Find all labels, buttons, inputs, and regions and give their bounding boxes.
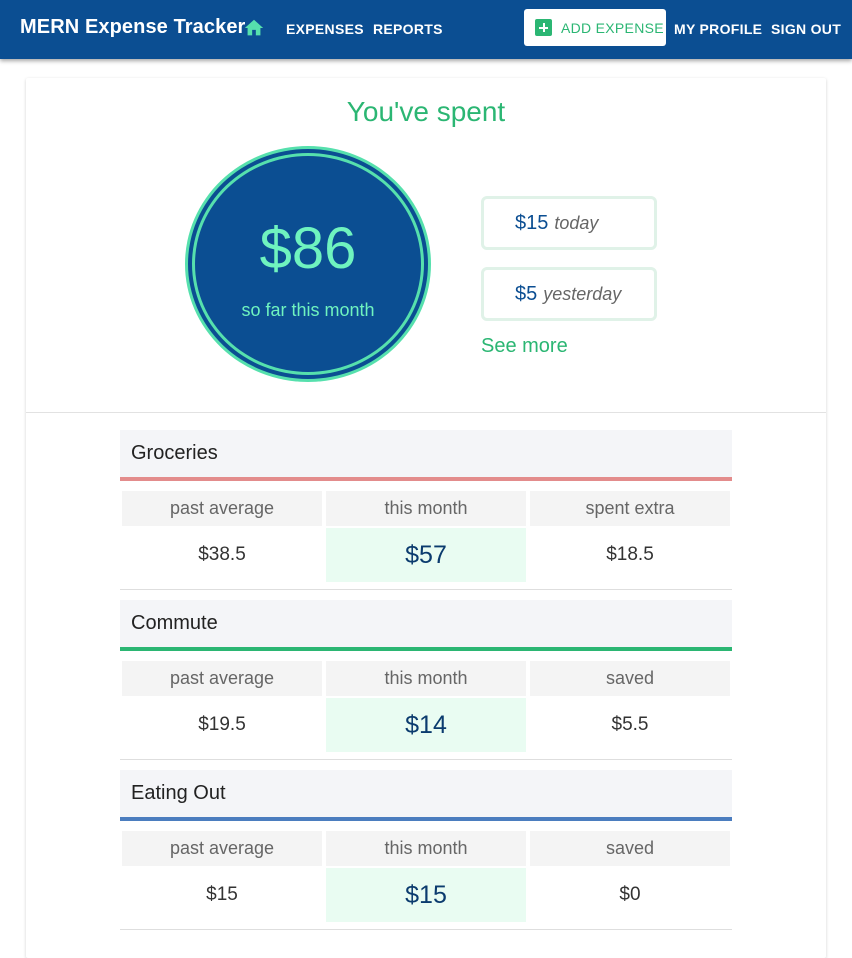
yesterday-amount: $5 xyxy=(515,282,538,305)
see-more-link[interactable]: See more xyxy=(481,335,568,357)
col-past-average: past average xyxy=(122,661,322,696)
category-name: Commute xyxy=(131,612,218,634)
category-name: Eating Out xyxy=(131,782,226,804)
section-divider xyxy=(26,412,826,413)
category-rule xyxy=(120,929,732,930)
category-header: Commute xyxy=(120,600,732,651)
category-header: Eating Out xyxy=(120,770,732,821)
col-past-average: past average xyxy=(122,491,322,526)
col-this-month: this month xyxy=(326,831,526,866)
col-saved: saved xyxy=(530,831,730,866)
category-color-bar xyxy=(120,477,732,481)
value-past-average: $15 xyxy=(206,884,238,905)
category-header: Groceries xyxy=(120,430,732,481)
nav-sign-out[interactable]: SIGN OUT xyxy=(771,21,842,37)
category-color-bar xyxy=(120,817,732,821)
month-total-label: so far this month xyxy=(241,300,375,320)
add-box-icon xyxy=(535,19,552,36)
col-this-month: this month xyxy=(326,661,526,696)
value-saved: $5.5 xyxy=(611,714,649,735)
value-saved: $0 xyxy=(619,884,641,905)
add-expense-label: ADD EXPENSE xyxy=(561,19,664,36)
col-spent-extra: spent extra xyxy=(530,491,730,526)
add-expense-button[interactable]: ADD EXPENSE xyxy=(524,9,666,46)
yesterday-box: $5 yesterday xyxy=(481,267,657,321)
category-rule xyxy=(120,759,732,760)
app-title[interactable]: MERN Expense Tracker xyxy=(20,16,246,38)
month-total-amount: $86 xyxy=(259,216,357,281)
today-label: today xyxy=(554,212,599,233)
category-rule xyxy=(120,589,732,590)
nav-reports[interactable]: REPORTS xyxy=(373,21,443,37)
home-icon[interactable] xyxy=(243,17,265,39)
nav-my-profile[interactable]: MY PROFILE xyxy=(674,21,763,37)
month-total-circle: $86 so far this month xyxy=(185,146,431,382)
nav-expenses[interactable]: EXPENSES xyxy=(286,21,364,37)
today-box: $15 today xyxy=(481,196,657,250)
overview-card: You've spent $86 so far this month $15 t… xyxy=(26,78,826,958)
col-past-average: past average xyxy=(122,831,322,866)
value-past-average: $19.5 xyxy=(198,714,246,735)
value-this-month: $14 xyxy=(326,698,526,752)
category-color-bar xyxy=(120,647,732,651)
spent-title: You've spent xyxy=(346,96,506,127)
value-this-month: $57 xyxy=(326,528,526,582)
col-this-month: this month xyxy=(326,491,526,526)
circle-ring xyxy=(192,153,424,375)
yesterday-label: yesterday xyxy=(543,283,622,304)
value-this-month: $15 xyxy=(326,868,526,922)
today-amount: $15 xyxy=(515,211,549,234)
col-saved: saved xyxy=(530,661,730,696)
category-name: Groceries xyxy=(131,442,218,464)
value-spent-extra: $18.5 xyxy=(606,544,654,565)
app-bar: MERN Expense Tracker EXPENSES REPORTS AD… xyxy=(0,0,852,59)
value-past-average: $38.5 xyxy=(198,544,246,565)
